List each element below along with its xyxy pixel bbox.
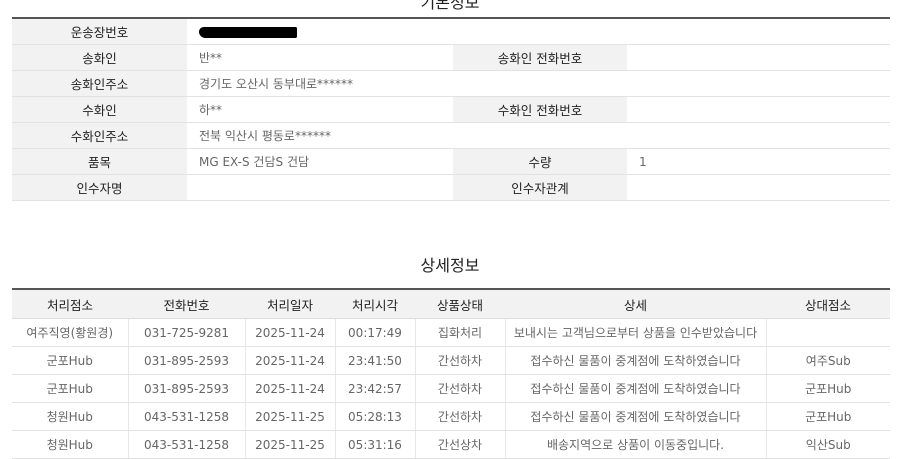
tracking-label: 운송장번호 — [12, 18, 187, 45]
redacted-tracking-number — [199, 26, 297, 38]
table-cell: 간선하차 — [415, 402, 506, 431]
column-header: 상세 — [505, 289, 766, 319]
table-cell: 05:31:16 — [335, 430, 416, 459]
sender-label: 송화인 — [12, 44, 187, 71]
table-cell: 00:17:49 — [335, 318, 416, 347]
column-header: 처리점소 — [12, 289, 128, 319]
receiver-phone-label: 수화인 전화번호 — [453, 96, 627, 123]
column-header: 전화번호 — [128, 289, 245, 319]
table-cell: 031-725-9281 — [128, 318, 246, 347]
table-cell: 청원Hub — [12, 430, 129, 459]
sender-address-value: 경기도 오산시 동부대로****** — [187, 70, 890, 97]
quantity-value: 1 — [627, 148, 890, 175]
table-cell: 2025-11-24 — [245, 318, 336, 347]
table-cell: 031-895-2593 — [128, 346, 246, 375]
table-cell: 043-531-1258 — [128, 402, 246, 431]
recipient-row: 인수자명 인수자관계 — [12, 174, 890, 201]
detail-info-title: 상세정보 — [420, 256, 480, 275]
item-value: MG EX-S 건담S 건담 — [187, 148, 453, 175]
detail-header-row: 처리점소 전화번호 처리일자 처리시각 상품상태 상세 상대점소 — [12, 289, 890, 319]
table-row: 청원Hub 043-531-1258 2025-11-25 05:31:16 간선상차 배… — [12, 430, 890, 459]
table-cell: 접수하신 물품이 중계점에 도착하였습니다 — [505, 346, 767, 375]
receiver-label: 수화인 — [12, 96, 187, 123]
detail-info-table: 처리점소 전화번호 처리일자 처리시각 상품상태 상세 상대점소 여주직영(황원경) 031-… — [12, 288, 890, 459]
table-cell: 간선상차 — [415, 430, 506, 459]
table-row: 청원Hub 043-531-1258 2025-11-25 05:28:13 간선하차 접… — [12, 402, 890, 431]
recipient-value — [187, 174, 453, 201]
table-row: 군포Hub 031-895-2593 2025-11-24 23:41:50 간선하차 접… — [12, 346, 890, 375]
column-header: 상대점소 — [766, 289, 890, 319]
table-cell: 군포Hub — [766, 374, 890, 403]
item-label: 품목 — [12, 148, 187, 175]
basic-info-title: 기본정보 — [420, 0, 480, 12]
quantity-label: 수량 — [453, 148, 627, 175]
relation-label: 인수자관계 — [453, 174, 627, 201]
item-row: 품목 MG EX-S 건담S 건담 수량 1 — [12, 148, 890, 175]
relation-value — [627, 174, 890, 201]
sender-address-label: 송화인주소 — [12, 70, 187, 97]
tracking-row: 운송장번호 — [12, 18, 890, 45]
table-cell: 2025-11-24 — [245, 374, 336, 403]
basic-info-table: 운송장번호 송화인 반** 송화인 전화번호 송화인주소 경기도 오산시 동부대… — [12, 17, 890, 201]
receiver-value: 하** — [187, 96, 453, 123]
table-cell: 군포Hub — [12, 346, 129, 375]
table-cell: 집화처리 — [415, 318, 506, 347]
table-cell — [766, 318, 890, 347]
table-cell: 청원Hub — [12, 402, 129, 431]
sender-address-row: 송화인주소 경기도 오산시 동부대로****** — [12, 70, 890, 97]
table-cell: 23:42:57 — [335, 374, 416, 403]
table-cell: 031-895-2593 — [128, 374, 246, 403]
sender-row: 송화인 반** 송화인 전화번호 — [12, 44, 890, 71]
table-cell: 군포Hub — [12, 374, 129, 403]
recipient-label: 인수자명 — [12, 174, 187, 201]
sender-phone-value — [627, 44, 890, 71]
table-cell: 2025-11-25 — [245, 402, 336, 431]
sender-value: 반** — [187, 44, 453, 71]
table-cell: 익산Sub — [766, 430, 890, 459]
table-cell: 2025-11-24 — [245, 346, 336, 375]
table-cell: 간선하차 — [415, 346, 506, 375]
sender-phone-label: 송화인 전화번호 — [453, 44, 627, 71]
table-cell: 2025-11-25 — [245, 430, 336, 459]
table-cell: 보내시는 고객님으로부터 상품을 인수받았습니다 — [505, 318, 767, 347]
column-header: 처리시각 — [335, 289, 415, 319]
receiver-address-row: 수화인주소 전북 익산시 평동로****** — [12, 122, 890, 149]
table-cell: 23:41:50 — [335, 346, 416, 375]
table-cell: 접수하신 물품이 중계점에 도착하였습니다 — [505, 374, 767, 403]
table-cell: 군포Hub — [766, 402, 890, 431]
table-cell: 여주직영(황원경) — [12, 318, 129, 347]
receiver-address-value: 전북 익산시 평동로****** — [187, 122, 890, 149]
table-row: 여주직영(황원경) 031-725-9281 2025-11-24 00:17:49 집… — [12, 318, 890, 347]
receiver-address-label: 수화인주소 — [12, 122, 187, 149]
table-cell: 05:28:13 — [335, 402, 416, 431]
receiver-row: 수화인 하** 수화인 전화번호 — [12, 96, 890, 123]
table-cell: 여주Sub — [766, 346, 890, 375]
column-header: 상품상태 — [415, 289, 505, 319]
table-cell: 접수하신 물품이 중계점에 도착하였습니다 — [505, 402, 767, 431]
table-cell: 간선하차 — [415, 374, 506, 403]
table-row: 군포Hub 031-895-2593 2025-11-24 23:42:57 간선하차 접… — [12, 374, 890, 403]
table-cell: 배송지역으로 상품이 이동중입니다. — [505, 430, 767, 459]
table-cell: 043-531-1258 — [128, 430, 246, 459]
receiver-phone-value — [627, 96, 890, 123]
column-header: 처리일자 — [245, 289, 335, 319]
